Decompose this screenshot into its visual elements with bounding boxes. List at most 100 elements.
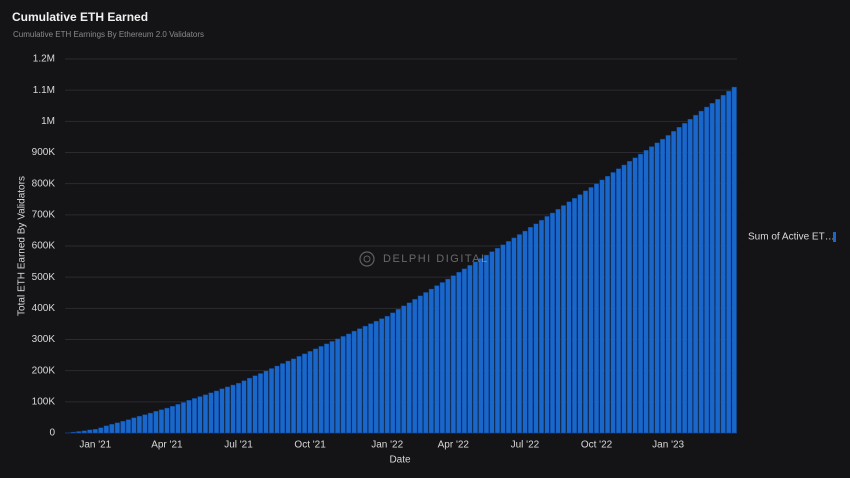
bar [660,138,666,434]
bar [180,402,186,434]
x-axis-label: Date [389,455,411,466]
bar [538,219,544,434]
bar [318,346,324,434]
plot-area: 0 100K 200K 300K 400K 500K 600K 700K 800K 900K 1M 1… [32,54,737,451]
bar [682,123,688,434]
bar [191,398,197,434]
x-tick-label: Apr '22 [438,440,470,451]
bar [158,409,164,434]
bar [70,431,76,434]
bar [296,356,302,434]
bar [522,230,528,434]
bar [632,157,638,434]
bar [434,285,440,434]
y-tick-label: 800K [32,178,56,189]
bar [709,103,715,434]
bar [665,135,671,434]
bar [676,127,682,434]
bar [671,131,677,434]
bar [417,295,423,434]
chart-subtitle: Cumulative ETH Earnings By Ethereum 2.0 … [13,30,204,39]
bar [643,150,649,434]
x-tick-label: Jan '21 [79,440,111,451]
x-tick-label: Jan '23 [652,440,684,451]
bar [164,407,170,434]
bar [412,299,418,434]
bar [533,223,539,434]
bar [654,142,660,434]
watermark-icon [359,251,375,267]
bar [704,106,710,434]
bar [247,377,253,434]
bar [329,341,335,434]
bar [109,424,115,434]
bar [693,114,699,434]
bar [588,187,594,434]
bar [571,198,578,434]
bar [616,168,622,434]
bar [335,338,341,434]
bar [87,429,93,434]
bar [202,394,208,434]
bar [516,234,522,434]
bar [555,209,561,434]
bar [544,216,550,434]
bar [313,348,319,434]
bar [428,288,434,434]
bar [241,380,247,434]
watermark: DELPHI DIGITAL [359,251,489,267]
bar [489,251,495,434]
bar [252,375,258,434]
bar [373,320,379,434]
bar [583,190,589,434]
y-tick-label: 400K [32,303,56,314]
bar [368,323,374,434]
bar [472,261,478,434]
bar [505,241,511,434]
y-tick-label: 100K [32,396,56,407]
y-tick-label: 1.2M [33,54,55,65]
bar [610,172,616,434]
y-tick-label: 600K [32,241,56,252]
bar [511,237,517,434]
bar [224,386,231,434]
bar [120,420,126,434]
bar [483,254,489,434]
bar [324,343,330,434]
bar [263,370,269,434]
watermark-text: DELPHI DIGITAL [383,253,489,265]
bar [395,309,401,434]
bar [302,353,308,434]
bar [456,271,462,434]
bar [549,212,555,434]
bar [258,373,264,434]
bar [638,153,644,434]
bar [186,400,192,434]
bar [687,118,693,434]
legend-swatch [833,232,836,242]
bar [307,351,313,434]
bar [461,268,467,434]
bar [213,390,219,434]
bar [291,358,297,434]
bar [401,305,407,434]
bar [720,94,726,434]
bar [175,404,181,434]
bar [390,312,396,434]
bar [208,392,214,434]
bar [362,325,368,434]
y-tick-label: 0 [49,428,55,439]
bar [566,201,572,434]
bar [406,302,412,434]
bar [169,405,175,434]
bar [357,328,363,434]
bar [379,318,385,434]
bar [346,333,352,434]
bar [285,360,291,434]
legend: Sum of Active ET… [748,232,836,243]
bar [219,388,225,434]
bar [280,363,286,434]
legend-label: Sum of Active ET… [748,232,835,243]
bar [153,410,159,434]
